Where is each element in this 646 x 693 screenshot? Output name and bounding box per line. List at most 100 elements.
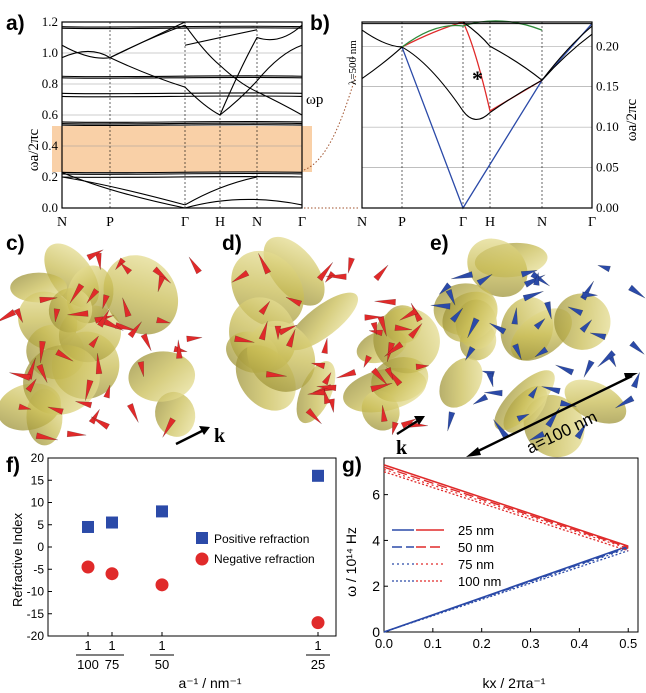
field-arrow (69, 283, 85, 304)
panel-a-band-line (256, 91, 303, 116)
legend-positive: Positive refraction (214, 532, 309, 546)
panel-g-legend-entry: 50 nm (458, 540, 494, 555)
field-arrow (447, 411, 456, 432)
field-arrow (126, 403, 139, 423)
field-arrow (95, 353, 103, 375)
panel-a-bandgap-highlight (52, 126, 312, 172)
field-arrow (583, 359, 595, 378)
panel-a-yticks: 0.0 0.2 0.4 0.6 0.8 1.0 1.2 (42, 14, 59, 215)
panel-a-band-line (184, 24, 258, 93)
field-arrow (430, 303, 451, 310)
gyroid-renderings: c) d) e) k k a=100 nm (0, 232, 646, 459)
field-arrow (364, 314, 383, 321)
field-arrow (589, 332, 607, 341)
gyroid-surface (23, 344, 100, 415)
negative-band-star: * (472, 66, 483, 91)
field-arrow (381, 405, 388, 422)
panel-b-xtick: N (537, 215, 547, 230)
field-arrow (373, 264, 389, 282)
k-arrow-e-head (414, 416, 425, 425)
panel-g-xlabel: kx / 2πa⁻¹ (483, 675, 546, 691)
positive-refraction-point (82, 520, 94, 533)
dispersion-line (383, 468, 629, 550)
panel-g-dispersion-chart: g) ω / 10¹⁴ Hz 0 2 4 6 0.0 0.1 0.2 0.3 0.4 0.5 25… (342, 454, 639, 691)
field-arrow (530, 271, 550, 287)
panel-d-label: d) (222, 232, 242, 255)
field-arrow (186, 335, 203, 343)
panel-f-ytick: -15 (27, 607, 45, 621)
plasma-frequency-label: ωp (306, 92, 323, 108)
field-arrow (278, 324, 298, 336)
field-arrow (316, 262, 334, 282)
field-arrow (258, 253, 272, 275)
panel-a-band-line (61, 122, 303, 125)
field-arrow (88, 409, 100, 425)
scale-arrow-head-right (624, 373, 638, 380)
panel-a-ytick: 0.8 (42, 76, 58, 91)
field-arrow (66, 430, 87, 438)
field-arrow (36, 363, 48, 383)
panel-a-band-line (61, 75, 303, 78)
panel-g-xtick: 0.4 (570, 636, 588, 651)
panel-a-band-line (61, 171, 186, 209)
panel-g-ytick: 0 (372, 624, 380, 640)
wavelength-label: λ=500 nm (347, 40, 359, 85)
negative-refraction-point (105, 567, 119, 581)
field-arrow (516, 413, 530, 422)
panel-a-ytick: 1.0 (42, 45, 58, 60)
field-arrow (103, 384, 111, 399)
panel-b-ytick: 0.15 (596, 79, 619, 94)
field-arrow (579, 319, 592, 333)
field-arrow (449, 307, 464, 323)
panel-a-xtick: P (106, 215, 114, 230)
panel-a-xtick: N (252, 215, 262, 230)
panel-a-bands (61, 21, 303, 209)
panel-f-xtick-numerator: 1 (84, 638, 91, 653)
field-arrow (534, 346, 549, 358)
field-arrow (544, 301, 552, 320)
gyroid-surface (373, 307, 440, 374)
panel-f-ytick: 0 (37, 540, 44, 554)
gyroid-surface (439, 357, 483, 408)
panel-g-legend-entry: 25 nm (458, 523, 494, 538)
field-arrow (285, 296, 303, 307)
field-arrow (39, 296, 58, 304)
field-arrow (176, 339, 183, 359)
panel-f-ylabel: Refractive Index (10, 513, 25, 607)
panel-a-xtick: Γ (298, 215, 306, 230)
field-arrow (384, 367, 394, 381)
panel-a-band-line (61, 76, 303, 79)
panel-a-label: a) (6, 12, 25, 35)
panel-g-xtick: 0.5 (619, 636, 637, 651)
gyroid-surface (442, 291, 498, 343)
panel-a-band-line (184, 198, 303, 209)
panel-a-band-line (61, 176, 303, 178)
field-arrow (156, 316, 171, 324)
field-arrow (438, 282, 452, 295)
field-arrow (325, 273, 347, 280)
gyroid-render-e (430, 238, 646, 458)
field-arrow (137, 361, 144, 377)
field-arrow (555, 364, 575, 376)
field-arrow (374, 298, 396, 306)
dispersion-line (383, 466, 629, 548)
field-arrow (265, 371, 287, 378)
field-arrow (484, 389, 503, 397)
negative-refraction-point (155, 578, 169, 592)
panel-b-band-line (489, 33, 593, 114)
panel-g-legend-entry: 100 nm (458, 574, 501, 589)
field-arrow (140, 333, 152, 351)
legend-negative: Negative refraction (214, 552, 315, 566)
field-arrow (522, 291, 544, 302)
panel-g-xtick: 0.0 (375, 636, 393, 651)
scale-arrow (471, 374, 633, 456)
k-label-e: k (396, 437, 408, 459)
panel-b-band-diagram: b) λ=500 nm → * 0.00 0.05 0.10 0.15 0.20 N P Γ… (303, 12, 640, 230)
panel-g-xtick: 0.1 (424, 636, 442, 651)
panel-g-ytick: 2 (372, 578, 380, 594)
field-arrow (371, 367, 388, 386)
field-arrow (465, 346, 476, 361)
gyroid-render-d (226, 236, 440, 435)
